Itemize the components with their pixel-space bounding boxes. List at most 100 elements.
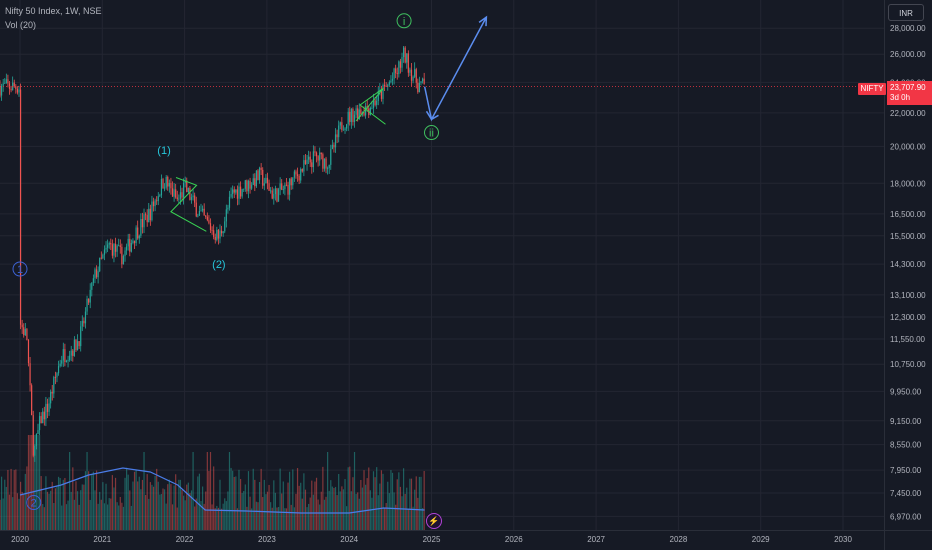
volume-bar — [94, 490, 96, 530]
volume-bar — [270, 502, 272, 530]
candle-body — [317, 156, 319, 161]
candle-body — [265, 177, 267, 184]
candle-body — [314, 151, 316, 153]
candle-body — [151, 201, 153, 221]
wave-label: (2) — [212, 259, 225, 271]
volume-bar — [379, 483, 381, 530]
triangle-drawing-1 — [170, 177, 207, 232]
candle-body — [69, 355, 71, 361]
candle-body — [111, 244, 113, 256]
candle-body — [141, 218, 144, 228]
candle-body — [349, 111, 351, 122]
candle-body — [274, 188, 276, 195]
volume-bar — [24, 473, 26, 530]
wave-label: i — [403, 16, 405, 28]
candle-body — [319, 152, 321, 161]
x-tick-label: 2027 — [587, 535, 605, 544]
candle-body — [369, 107, 371, 115]
volume-bar — [214, 508, 216, 530]
candle-body — [97, 271, 99, 278]
candle-body — [165, 176, 167, 188]
symbol-title[interactable]: Nifty 50 Index, 1W, NSE — [5, 6, 102, 16]
candle-body — [91, 282, 93, 290]
candle-body — [45, 403, 47, 420]
volume-bar — [105, 483, 107, 530]
candle-body — [216, 229, 218, 240]
volume-bar — [192, 452, 194, 530]
candle-body — [388, 82, 390, 85]
volume-bar — [111, 475, 113, 530]
candle-body — [333, 144, 335, 148]
volume-bar — [268, 484, 270, 530]
volume-bar — [328, 490, 330, 530]
candle-body — [24, 329, 26, 336]
volume-bar — [344, 479, 346, 530]
candle-body — [7, 79, 9, 84]
volume-bar — [89, 499, 91, 530]
currency-button[interactable]: INR — [888, 4, 924, 21]
volume-bar — [412, 506, 414, 530]
volume-bar — [311, 480, 313, 530]
candle-body — [281, 183, 283, 190]
volume-bar — [353, 452, 356, 530]
candle-body — [40, 416, 42, 424]
volume-bar — [407, 508, 409, 530]
volume-bar — [159, 494, 161, 530]
volume-bar — [385, 503, 387, 530]
candle-body — [228, 196, 231, 208]
volume-bar — [23, 494, 25, 530]
candle-body — [287, 184, 289, 195]
y-tick-label: 22,000.00 — [890, 109, 926, 118]
candle-body — [257, 170, 259, 181]
volume-bar — [38, 435, 41, 530]
candle-body — [164, 187, 166, 189]
volume-bar — [70, 491, 72, 530]
volume-bar — [276, 507, 278, 530]
candle-body — [322, 154, 324, 169]
candle-body — [194, 195, 196, 203]
volume-bar — [387, 481, 389, 530]
volume-bar — [322, 466, 324, 530]
volume-bar — [255, 501, 257, 530]
y-tick-label: 7,450.00 — [890, 489, 922, 498]
volume-bar — [380, 470, 383, 530]
volume-bar — [34, 435, 36, 530]
candle-body — [260, 167, 262, 170]
candle-body — [208, 220, 210, 224]
candle-body — [213, 230, 215, 237]
volume-bar — [189, 493, 191, 530]
candle-body — [148, 208, 150, 223]
candle-body — [23, 327, 25, 336]
candle-body — [220, 230, 223, 234]
candle-body — [238, 186, 240, 199]
volume-bar — [0, 499, 1, 530]
volume-bar — [19, 481, 22, 530]
volume-bar — [249, 496, 251, 530]
volume-bar — [75, 481, 77, 530]
lightning-icon[interactable]: ⚡ — [426, 513, 442, 529]
candle-body — [130, 243, 132, 252]
volume-bar — [160, 493, 163, 530]
volume-bar — [327, 452, 329, 530]
volume-bar — [198, 473, 201, 530]
volume-bar — [301, 498, 303, 530]
candle-body — [270, 190, 272, 192]
candle-body — [255, 170, 257, 187]
candle-body — [116, 245, 118, 252]
volume-indicator-label[interactable]: Vol (20) — [5, 20, 37, 30]
volume-bar — [92, 471, 94, 530]
candle-body — [284, 184, 286, 190]
candle-body — [203, 208, 205, 216]
volume-bar — [396, 479, 398, 530]
candle-body — [387, 84, 389, 87]
candle-body — [38, 416, 41, 431]
candle-body — [179, 192, 182, 199]
candle-body — [184, 180, 186, 183]
volume-bar — [114, 477, 117, 530]
candle-body — [127, 238, 129, 247]
x-tick-label: 2024 — [340, 535, 358, 544]
candle-body — [254, 178, 256, 187]
candle-body — [372, 100, 375, 108]
candle-body — [211, 230, 213, 231]
